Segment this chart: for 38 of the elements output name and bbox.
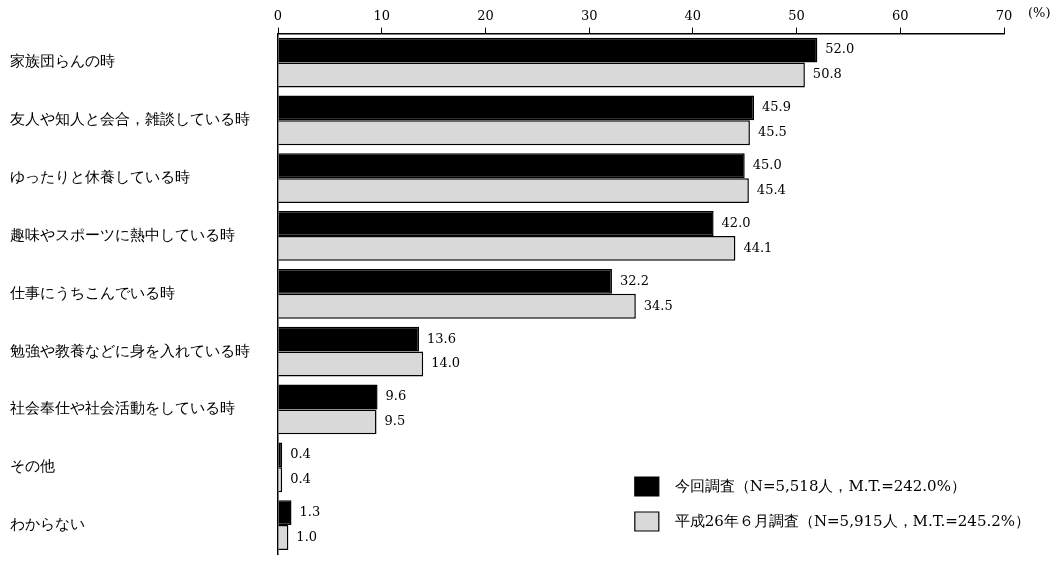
data-label: 32.2 [619, 272, 649, 288]
y-tick-label: 勉強や教養などに身を入れている時 [10, 341, 250, 360]
data-label: 14.0 [431, 355, 461, 371]
data-label: 44.1 [743, 239, 773, 255]
y-tick-label: ゆったりと休養している時 [10, 168, 190, 187]
y-tick-label: 仕事にうちこんでいる時 [9, 283, 175, 302]
data-label: 42.0 [721, 214, 751, 230]
legend-label: 平成26年６月調査（N=5,915人，M.T.=245.2%） [674, 511, 1031, 530]
y-tick-label: 家族団らんの時 [10, 52, 115, 71]
data-label: 13.6 [427, 330, 456, 346]
y-tick-label: 友人や知人と会合，雑談している時 [10, 110, 250, 129]
x-tick-label: 40 [684, 8, 702, 24]
x-tick-label: 20 [477, 8, 494, 24]
x-tick-label: 70 [995, 8, 1013, 24]
x-tick-label: 50 [788, 8, 805, 24]
data-label: 45.9 [762, 99, 791, 115]
data-label: 45.4 [756, 181, 786, 197]
data-label: 9.6 [385, 388, 407, 404]
y-tick-label: わからない [10, 514, 85, 533]
y-tick-label: 社会奉仕や社会活動をしている時 [10, 399, 235, 418]
x-tick-label: 10 [373, 8, 390, 24]
x-tick-label: 30 [580, 8, 598, 24]
data-label: 45.5 [757, 124, 787, 140]
data-label: 9.5 [384, 413, 406, 429]
x-tick-label: 0 [273, 8, 283, 24]
x-axis-title: (%) [1028, 5, 1051, 21]
data-label: 0.4 [290, 446, 311, 462]
legend-label: 今回調査（N=5,518人，M.T.=242.0%） [674, 476, 966, 495]
data-label: 34.5 [643, 297, 673, 313]
data-label: 1.0 [296, 528, 318, 544]
y-tick-label: その他 [10, 457, 55, 476]
data-label: 45.0 [752, 157, 782, 173]
y-tick-label: 趣味やスポーツに熱中している時 [10, 225, 235, 244]
data-label: 52.0 [825, 41, 855, 57]
data-label: 50.8 [812, 66, 842, 82]
data-label: 0.4 [290, 471, 311, 487]
x-tick-label: 60 [892, 8, 909, 24]
data-label: 1.3 [299, 504, 321, 520]
